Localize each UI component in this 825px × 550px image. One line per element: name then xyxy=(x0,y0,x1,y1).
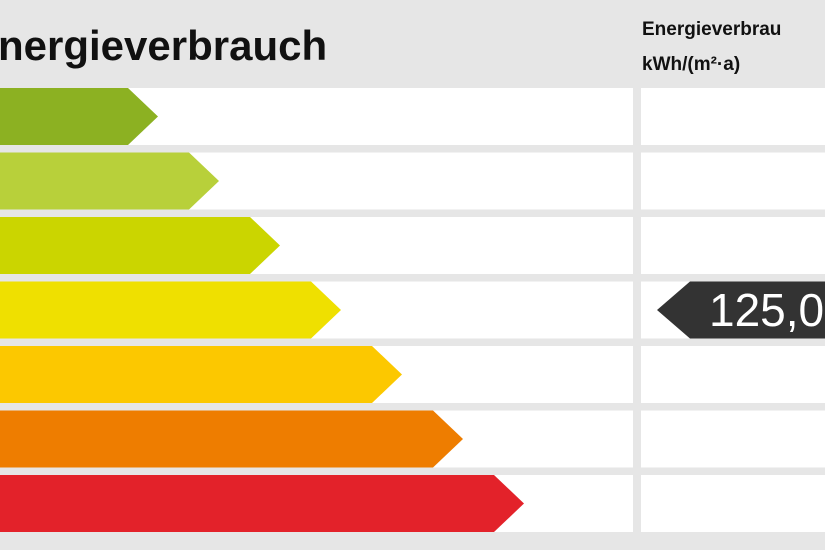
class-arrow xyxy=(0,346,402,403)
unit: kWh/(m²·a) xyxy=(642,54,740,75)
value-cell xyxy=(641,346,825,403)
marker-arrow xyxy=(657,281,825,339)
class-arrow xyxy=(0,152,219,210)
class-arrow xyxy=(0,475,524,532)
value-cell xyxy=(641,88,825,145)
value-cell xyxy=(641,152,825,210)
marker-label: 125,0 xyxy=(709,284,824,336)
column-title: Energieverbrau xyxy=(642,19,781,40)
class-arrow xyxy=(0,410,463,468)
value-cell xyxy=(641,475,825,532)
class-arrow xyxy=(0,281,341,339)
value-cell xyxy=(641,410,825,468)
value-cell xyxy=(641,217,825,274)
class-arrow xyxy=(0,88,158,145)
class-arrow xyxy=(0,217,280,274)
title: nergieverbrauch xyxy=(0,22,327,69)
